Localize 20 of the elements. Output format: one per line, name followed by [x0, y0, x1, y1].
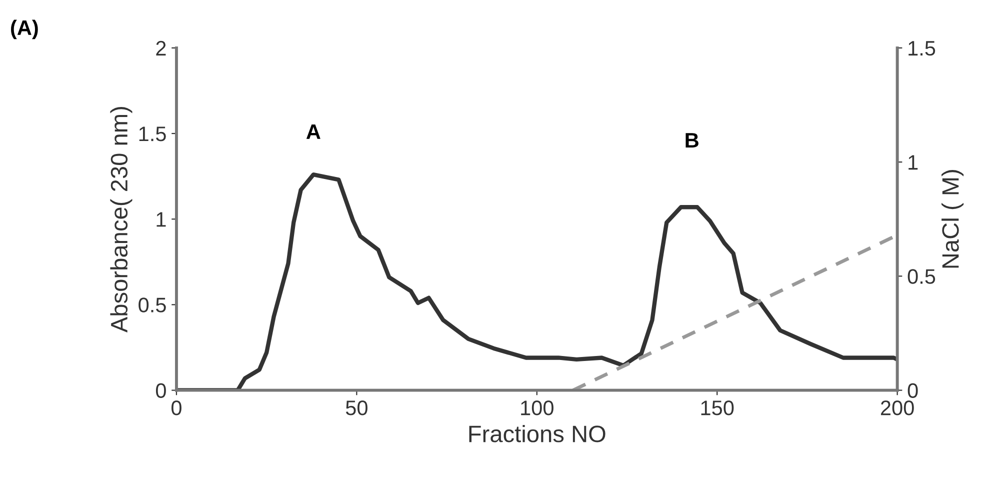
y-tick-label: 0.5 [138, 298, 166, 312]
annotation: B [686, 133, 698, 148]
x-tick-label: 100 [521, 400, 554, 416]
y-tick-label: 1 [156, 212, 166, 227]
annotation: A [306, 124, 320, 139]
x-tick-label: 50 [346, 400, 368, 416]
y-tick-label: 0 [156, 383, 166, 398]
y2-tick-label: 1 [908, 155, 918, 170]
x-axis-title: Fractions NO [469, 424, 606, 442]
y2-axis-title: NaCl ( M) [942, 170, 964, 268]
y-tick-label: 1.5 [139, 126, 166, 142]
y-axis-title: Absorbance( 230 nm) [110, 107, 132, 333]
x-tick-label: 200 [880, 400, 914, 416]
x-tick-label: 0 [171, 400, 182, 416]
y-tick-label: 2 [156, 40, 166, 56]
y2-tick-label: 0 [908, 383, 918, 398]
y2-tick-label: 1.5 [908, 41, 936, 56]
x-tick-label: 150 [701, 400, 734, 416]
chart-title: (A) [11, 20, 38, 40]
y2-tick-label: 0.5 [908, 269, 936, 284]
